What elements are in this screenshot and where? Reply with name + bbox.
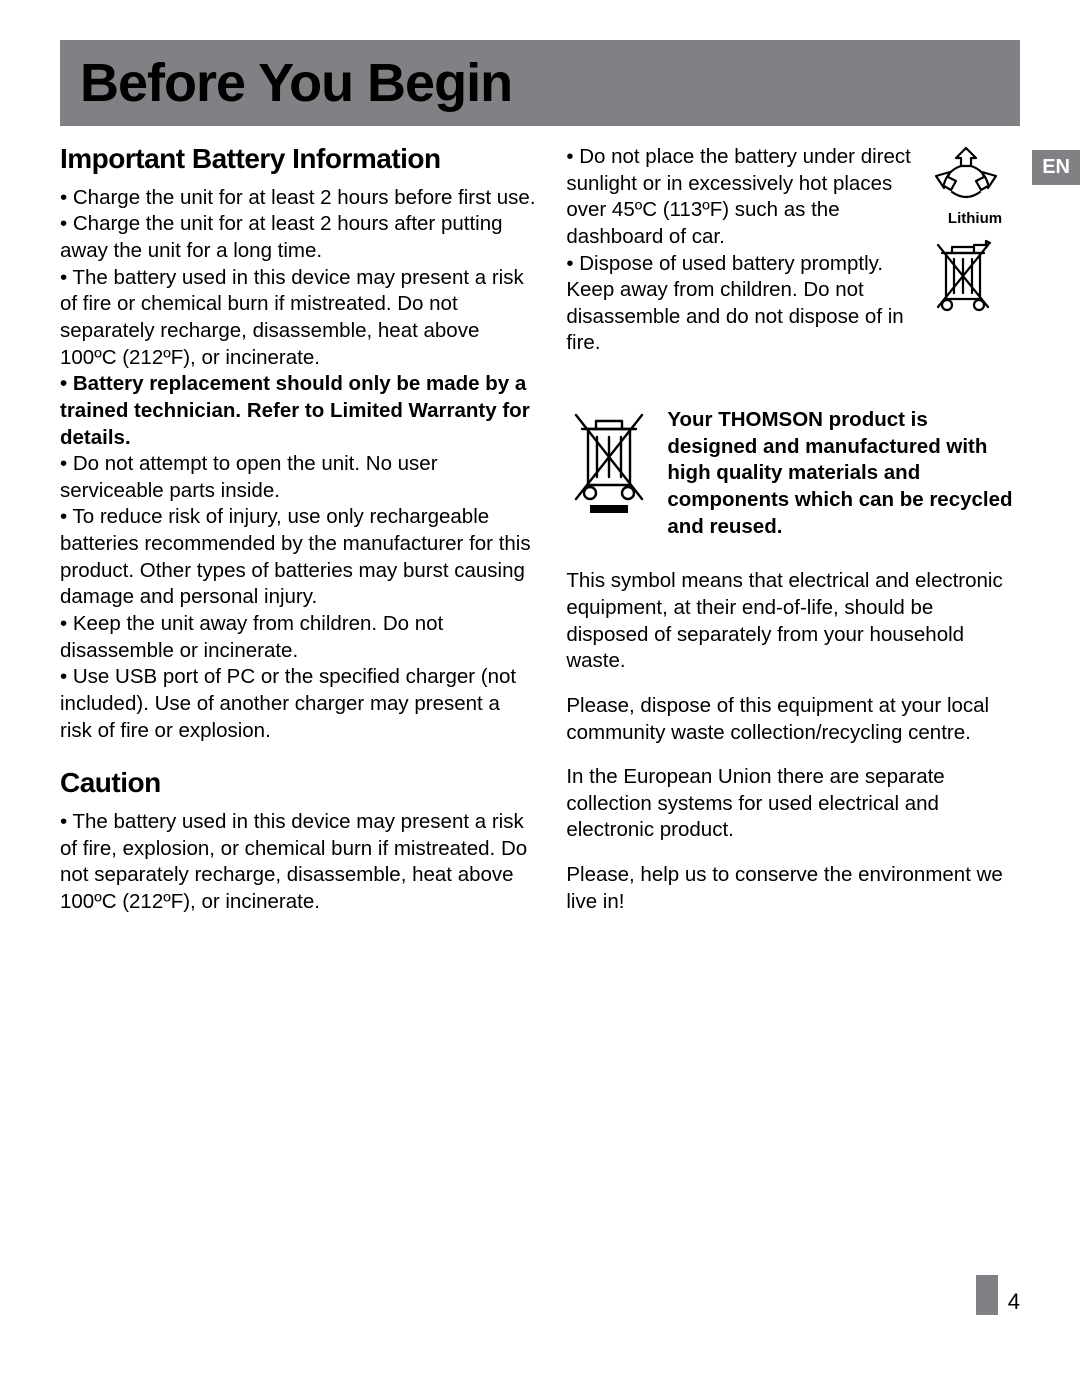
lithium-label: Lithium xyxy=(930,210,1020,227)
page-marker-box xyxy=(976,1275,998,1315)
thomson-text: Your THOMSON product is designed and man… xyxy=(667,407,1020,540)
caution-bullet-list: • The battery used in this device may pr… xyxy=(60,809,536,916)
page-title: Before You Begin xyxy=(80,52,1000,114)
crossed-bin-icon-large xyxy=(566,407,652,517)
recycling-paragraph: This symbol means that electrical and el… xyxy=(566,568,1020,675)
battery-bullet-list: • Charge the unit for at least 2 hours b… xyxy=(60,185,536,744)
recycling-paragraph: Please, help us to conserve the environm… xyxy=(566,862,1020,915)
battery-bullet-item: • Charge the unit for at least 2 hours a… xyxy=(60,211,536,264)
crossed-bin-icon-small xyxy=(930,239,996,317)
page-number: 4 xyxy=(1008,1289,1020,1315)
page: EN Before You Begin Important Battery In… xyxy=(0,0,1080,1375)
battery-bullet-item: • To reduce risk of injury, use only rec… xyxy=(60,504,536,611)
heading-battery-info: Important Battery Information xyxy=(60,144,536,175)
caution-bullet-item: • The battery used in this device may pr… xyxy=(60,809,536,916)
battery-bullet-item: • Keep the unit away from children. Do n… xyxy=(60,611,536,664)
battery-bullet-item: • The battery used in this device may pr… xyxy=(60,265,536,372)
right-column: • Do not place the battery under direct … xyxy=(566,144,1020,916)
recycling-paragraph: In the European Union there are separate… xyxy=(566,764,1020,844)
title-bar: Before You Begin xyxy=(60,40,1020,126)
heading-caution: Caution xyxy=(60,768,536,799)
recycle-icon xyxy=(930,144,1002,208)
right-top-text: • Do not place the battery under direct … xyxy=(566,144,918,357)
language-tab: EN xyxy=(1032,150,1080,185)
weee-icon-column xyxy=(566,407,652,517)
recycling-paragraphs: This symbol means that electrical and el… xyxy=(566,568,1020,915)
content-columns: Important Battery Information • Charge t… xyxy=(60,144,1020,916)
right-top-section: • Do not place the battery under direct … xyxy=(566,144,1020,357)
right-top-bullet-item: • Do not place the battery under direct … xyxy=(566,144,918,251)
right-top-bullet-item: • Dispose of used battery promptly. Keep… xyxy=(566,251,918,358)
battery-bullet-item: • Use USB port of PC or the specified ch… xyxy=(60,664,536,744)
right-top-icons: Lithium xyxy=(930,144,1020,317)
left-column: Important Battery Information • Charge t… xyxy=(60,144,536,916)
battery-bullet-item: • Charge the unit for at least 2 hours b… xyxy=(60,185,536,212)
battery-bullet-item: • Battery replacement should only be mad… xyxy=(60,371,536,451)
thomson-block: Your THOMSON product is designed and man… xyxy=(566,407,1020,540)
thomson-bold-text: Your THOMSON product is designed and man… xyxy=(667,407,1020,540)
page-marker: 4 xyxy=(976,1275,1020,1315)
battery-bullet-item: • Do not attempt to open the unit. No us… xyxy=(60,451,536,504)
recycling-paragraph: Please, dispose of this equipment at you… xyxy=(566,693,1020,746)
